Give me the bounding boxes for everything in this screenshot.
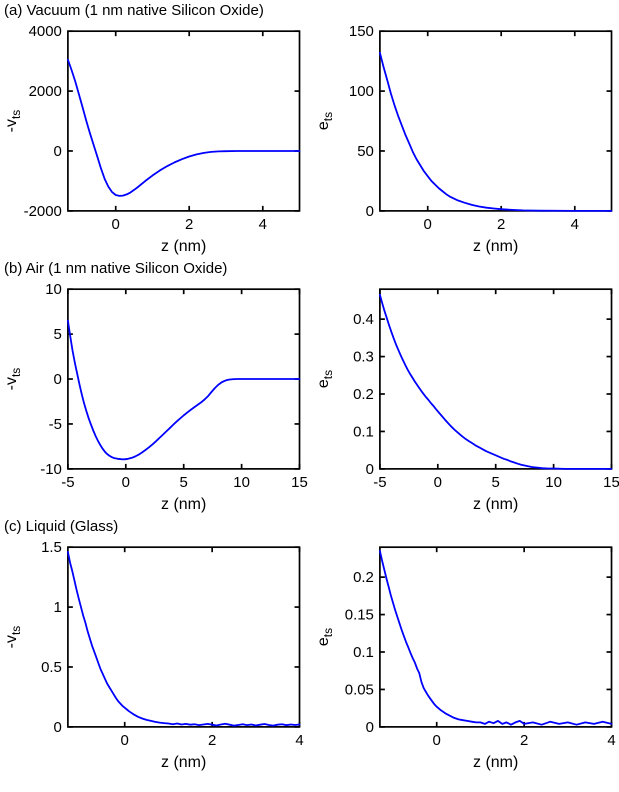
x-tick-label: 4 xyxy=(295,732,303,749)
x-axis-label: z (nm) xyxy=(161,496,206,513)
y-tick-label: 2000 xyxy=(29,83,62,100)
x-tick-label: 10 xyxy=(233,474,250,491)
y-tick-label: 0.05 xyxy=(344,681,373,698)
y-tick-label: 100 xyxy=(348,83,373,100)
y-tick-label: 0 xyxy=(365,719,373,736)
y-tick-label: 0.4 xyxy=(353,311,374,328)
section-air-title: (b) Air (1 nm native Silicon Oxide) xyxy=(4,260,228,277)
y-tick-label: -2000 xyxy=(24,203,62,220)
y-axis-label: ets xyxy=(314,112,334,130)
x-tick-label: 2 xyxy=(185,216,193,233)
chart-liquid-ets: 0 2 4 0 0.05 0.1 0.15 0.2 z (nm) ets xyxy=(314,546,615,771)
y-axis-label: -vts xyxy=(3,626,23,649)
x-tick-label: 0 xyxy=(433,474,441,491)
y-tick-label: -5 xyxy=(49,416,62,433)
x-tick-label: 4 xyxy=(607,732,615,749)
y-tick-label: 0 xyxy=(54,371,62,388)
section-liquid-title: (c) Liquid (Glass) xyxy=(4,518,119,535)
chart-liquid-vts: 0 2 4 0 0.5 1 1.5 z (nm) -vts xyxy=(3,539,304,771)
y-tick-label: 1.5 xyxy=(41,539,62,556)
data-curve xyxy=(378,293,612,470)
x-tick-label: 4 xyxy=(259,216,267,233)
chart-row-air: -5 0 5 10 15 -10 -5 0 5 10 z (nm) -vts -5 0 5 10 15 0 0.1… xyxy=(2,279,619,517)
chart-row-vacuum: 0 2 4 -2000 0 2000 4000 z (nm) -vts 0 2 4 0 50 100 150… xyxy=(2,21,619,259)
x-axis-label: z (nm) xyxy=(161,754,206,771)
y-tick-label: 4000 xyxy=(29,23,62,40)
x-tick-label: 0 xyxy=(432,732,440,749)
y-tick-label: 0.1 xyxy=(353,423,374,440)
y-tick-label: 1 xyxy=(54,599,62,616)
y-tick-label: 0 xyxy=(365,203,373,220)
y-tick-label: 0 xyxy=(365,461,373,478)
x-tick-label: -5 xyxy=(61,474,74,491)
data-curve xyxy=(378,51,612,212)
axes-box xyxy=(378,30,612,212)
y-axis-label: -vts xyxy=(3,368,23,391)
section-air: (b) Air (1 nm native Silicon Oxide) -5 0 5… xyxy=(2,259,619,517)
y-tick-label: 0.15 xyxy=(344,607,373,624)
y-tick-label: 10 xyxy=(45,281,62,298)
chart-row-liquid: 0 2 4 0 0.5 1 1.5 z (nm) -vts 0 2 4 0 0.05 0.1 0.15 0.2… xyxy=(2,537,619,775)
y-tick-label: 50 xyxy=(357,143,374,160)
x-tick-label: 0 xyxy=(122,474,130,491)
x-tick-label: 10 xyxy=(545,474,562,491)
data-curve xyxy=(66,58,301,197)
y-axis-label: ets xyxy=(314,628,334,646)
y-tick-label: 0.5 xyxy=(41,659,62,676)
figure-page: (a) Vacuum (1 nm native Silicon Oxide) 0… xyxy=(2,1,619,775)
chart-vacuum-ets: 0 2 4 0 50 100 150 z (nm) ets xyxy=(314,23,612,255)
x-tick-label: 2 xyxy=(497,216,505,233)
x-tick-label: 0 xyxy=(112,216,120,233)
data-curve xyxy=(66,319,301,461)
x-tick-label: 5 xyxy=(180,474,188,491)
y-tick-label: 150 xyxy=(348,23,373,40)
axes-box xyxy=(67,30,301,212)
y-axis-label: ets xyxy=(314,370,334,388)
axes-box xyxy=(67,546,301,728)
x-axis-label: z (nm) xyxy=(161,238,206,255)
x-tick-label: -5 xyxy=(373,474,386,491)
section-vacuum-title: (a) Vacuum (1 nm native Silicon Oxide) xyxy=(4,2,264,19)
x-tick-label: 0 xyxy=(423,216,431,233)
x-tick-label: 2 xyxy=(208,732,216,749)
y-tick-label: 0.2 xyxy=(353,386,374,403)
y-tick-label: -10 xyxy=(40,461,62,478)
x-tick-label: 15 xyxy=(603,474,619,491)
x-axis-label: z (nm) xyxy=(473,496,518,513)
y-tick-label: 0.3 xyxy=(353,349,374,366)
x-tick-label: 4 xyxy=(570,216,578,233)
x-axis-label: z (nm) xyxy=(473,238,518,255)
x-tick-label: 5 xyxy=(491,474,499,491)
axes-box xyxy=(378,288,612,470)
x-tick-label: 0 xyxy=(121,732,129,749)
y-tick-label: 5 xyxy=(54,326,62,343)
y-tick-label: 0.1 xyxy=(353,644,374,661)
y-axis-label: -vts xyxy=(3,110,23,133)
section-liquid: (c) Liquid (Glass) 0 2 4 0 0.5 1 1.5 z (nm) -vts… xyxy=(2,517,619,775)
axes-box xyxy=(378,546,612,728)
y-tick-label: 0 xyxy=(54,143,62,160)
section-vacuum: (a) Vacuum (1 nm native Silicon Oxide) 0… xyxy=(2,1,619,259)
y-tick-label: 0 xyxy=(54,719,62,736)
chart-vacuum-vts: 0 2 4 -2000 0 2000 4000 z (nm) -vts xyxy=(3,23,301,255)
data-curve xyxy=(66,551,301,727)
x-axis-label: z (nm) xyxy=(473,754,518,771)
data-curve xyxy=(378,550,612,726)
y-tick-label: 0.2 xyxy=(353,569,374,586)
x-tick-label: 2 xyxy=(519,732,527,749)
x-tick-label: 15 xyxy=(291,474,307,491)
